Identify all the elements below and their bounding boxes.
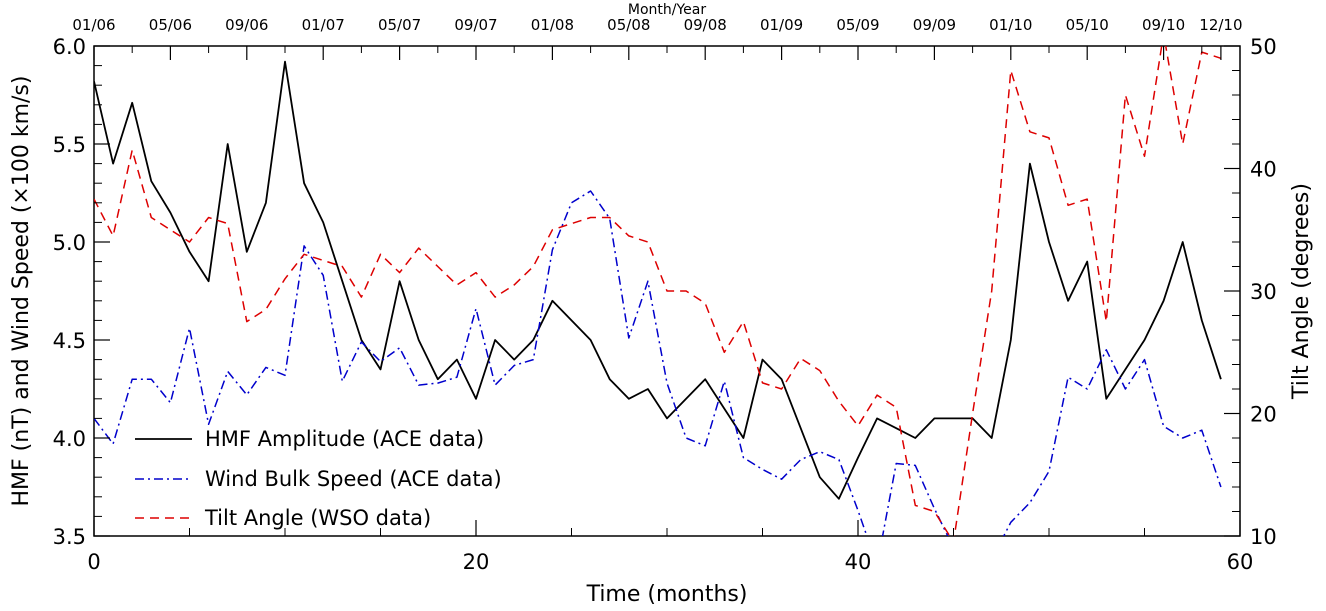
legend: HMF Amplitude (ACE data) Wind Bulk Speed…	[135, 427, 502, 530]
y-right-tick-label: 30	[1250, 280, 1277, 304]
y-left-tick-label: 4.5	[53, 329, 86, 353]
series-line-wind-speed	[94, 190, 1222, 536]
x-tick-label: 40	[845, 550, 872, 574]
y-right-tick-label: 20	[1250, 403, 1277, 427]
y-left-tick-label: 6.0	[53, 35, 86, 59]
top-tick-label: 01/09	[760, 16, 803, 34]
y-left-tick-label: 5.5	[53, 133, 86, 157]
y-axis-left-title: HMF (nT) and Wind Speed (×100 km/s)	[9, 76, 34, 507]
top-tick-label: 09/09	[913, 16, 956, 34]
top-tick-label: 09/06	[225, 16, 268, 34]
x-tick-label: 0	[87, 550, 100, 574]
tick-labels-group: 0 20 40 60 01/06 05/06 09/06 01/07 05/07 09/07 01/…	[53, 16, 1277, 574]
top-tick-label: 05/08	[607, 16, 650, 34]
series-group	[94, 46, 1222, 536]
axis-ticks-group	[93, 45, 1241, 537]
top-tick-label: 05/06	[149, 16, 192, 34]
top-tick-label: 05/09	[836, 16, 879, 34]
x-tick-label: 60	[1227, 550, 1254, 574]
top-tick-label: 01/08	[531, 16, 574, 34]
legend-label-wind: Wind Bulk Speed (ACE data)	[205, 467, 502, 491]
y-left-tick-label: 4.0	[53, 427, 86, 451]
y-axis-right-title: Tilt Angle (degrees)	[1289, 183, 1314, 400]
y-right-tick-label: 10	[1250, 525, 1277, 549]
top-tick-label: 09/07	[454, 16, 497, 34]
y-right-tick-label: 40	[1250, 158, 1277, 182]
y-left-tick-label: 5.0	[53, 231, 86, 255]
top-axis-title: Month/Year	[628, 2, 706, 18]
y-left-tick-label: 3.5	[53, 525, 86, 549]
top-tick-label: 09/10	[1142, 16, 1185, 34]
top-tick-label: 01/06	[72, 16, 115, 34]
series-line-tilt-angle	[94, 46, 1222, 536]
legend-label-tilt: Tilt Angle (WSO data)	[204, 506, 431, 530]
top-tick-label: 01/07	[302, 16, 345, 34]
y-right-tick-label: 50	[1250, 35, 1277, 59]
top-tick-label: 12/10	[1199, 16, 1242, 34]
top-tick-label: 01/10	[989, 16, 1032, 34]
top-tick-label: 09/08	[684, 16, 727, 34]
x-axis-title: Time (months)	[586, 582, 748, 606]
top-tick-label: 05/07	[378, 16, 421, 34]
legend-label-hmf: HMF Amplitude (ACE data)	[205, 427, 484, 451]
x-tick-label: 20	[463, 550, 490, 574]
top-tick-label: 05/10	[1066, 16, 1109, 34]
series-line-hmf	[94, 60, 1222, 500]
